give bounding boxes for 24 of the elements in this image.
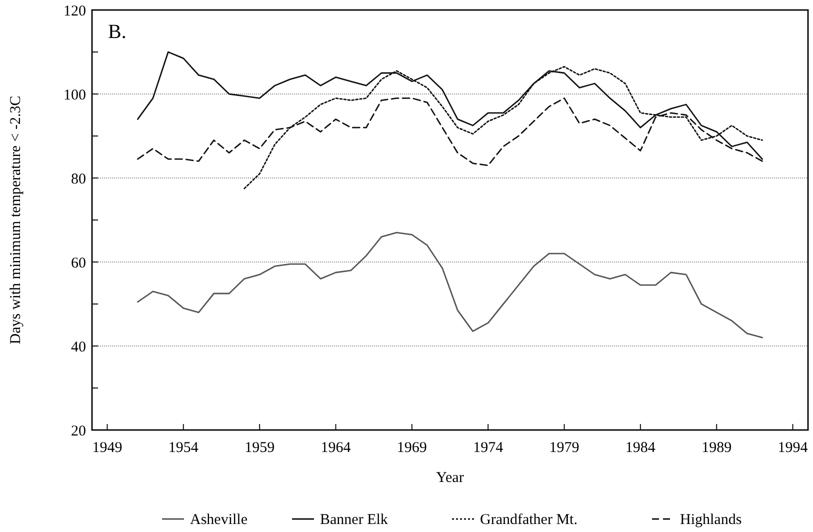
y-tick-label: 20 [71, 423, 86, 440]
legend-label: Asheville [190, 512, 248, 528]
x-tick-label: 1994 [778, 440, 808, 456]
y-tick-label: 40 [71, 339, 86, 356]
legend-label: Grandfather Mt. [480, 512, 578, 528]
x-tick-label: 1974 [473, 440, 504, 456]
y-tick-label: 80 [71, 171, 86, 188]
y-tick-label: 100 [64, 87, 86, 104]
y-tick-label: 60 [71, 255, 86, 272]
y-tick-label: 120 [64, 3, 86, 20]
x-tick-label: 1959 [244, 440, 275, 456]
x-tick-label: 1984 [625, 440, 656, 456]
x-axis-title: Year [436, 470, 464, 486]
x-tick-label: 1989 [702, 440, 732, 456]
y-axis-title: Days with minimum temperature < -2.3C [8, 96, 24, 344]
x-tick-label: 1969 [396, 440, 427, 456]
x-tick-label: 1954 [168, 440, 199, 456]
x-tick-label: 1949 [92, 440, 122, 456]
line-series [137, 232, 763, 338]
x-tick-label: 1979 [549, 440, 580, 456]
text: B. [108, 21, 126, 43]
legend-label: Highlands [680, 512, 742, 528]
legend-label: Banner Elk [320, 512, 388, 528]
x-tick-label: 1964 [320, 440, 352, 456]
